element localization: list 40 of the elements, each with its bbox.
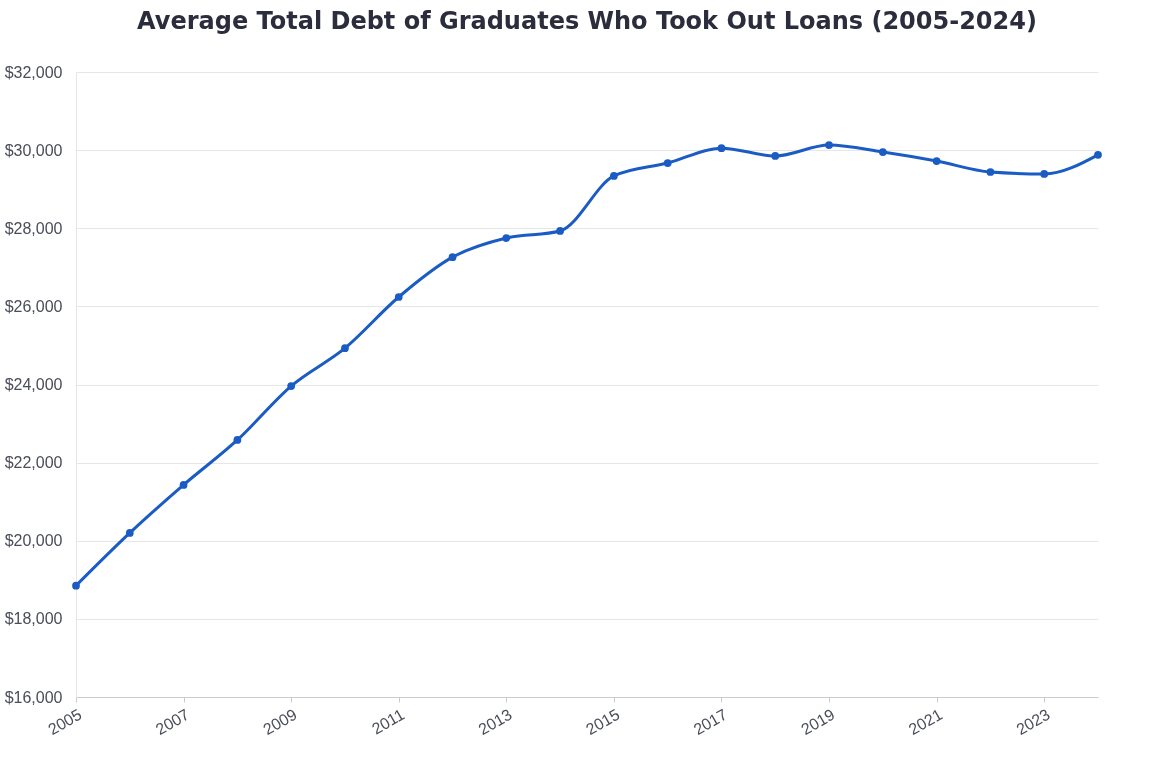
point [932,157,941,165]
x-tick-label: 2011 [368,705,408,738]
x-tick-label: 2023 [1013,705,1053,739]
point [72,581,80,590]
point [825,141,833,149]
point [717,144,726,153]
point [125,529,134,537]
point [502,234,511,242]
chart-title: Average Total Debt of Graduates Who Took Out Loans (2005-2024) [137,7,1037,35]
y-tick-label: $26,000 [4,297,63,315]
point [233,436,242,444]
y-tick-label: $22,000 [4,454,63,472]
point [1094,150,1102,159]
point [394,293,403,301]
point [341,344,349,353]
point [287,382,296,390]
x-tick-label: 2021 [905,705,946,739]
y-tick-label: $28,000 [4,219,63,237]
y-tick-label: $24,000 [4,376,63,393]
x-tick-label: 2019 [798,705,838,739]
x-tick-label: 2017 [690,705,731,739]
point [663,159,672,167]
point [448,253,457,262]
x-tick-label: 2009 [260,705,300,739]
x-tick-label: 2007 [152,705,193,739]
y-tick-label: $16,000 [4,688,63,706]
point [771,152,780,160]
x-tick-label: 2015 [583,705,623,739]
point [878,148,887,156]
point [610,172,618,180]
y-tick-label: $30,000 [4,141,63,159]
y-tick-label: $20,000 [4,532,63,550]
point [986,168,995,176]
x-tick-label: 2013 [475,705,515,739]
point [179,481,188,489]
point [556,227,564,235]
point [1040,170,1049,178]
y-tick-label: $18,000 [4,610,63,628]
x-tick-label: 2005 [45,705,85,739]
y-tick-label: $32,000 [4,63,63,81]
